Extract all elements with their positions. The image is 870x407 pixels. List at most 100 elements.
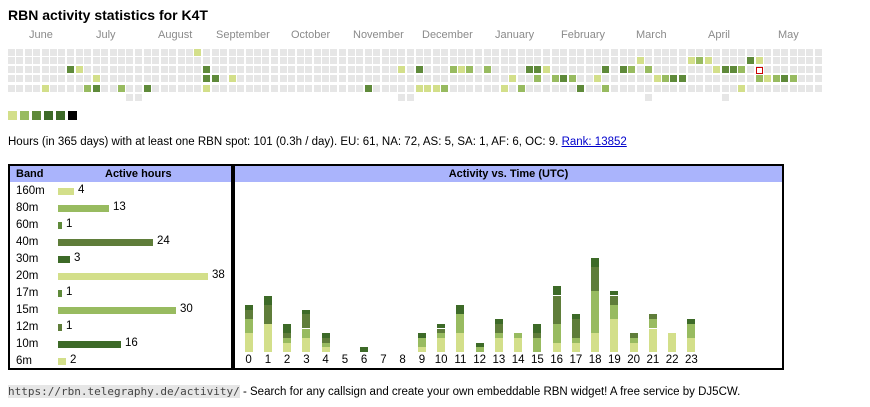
calendar-day-cell: [432, 75, 440, 82]
activity-time-chart: Activity vs. Time (UTC) 0 1 2 3 4 5 6 7 8 9 10 11 12…: [233, 164, 784, 370]
calendar-day-cell: [305, 85, 313, 92]
calendar-day-cell: [416, 75, 423, 82]
calendar-day-cell: [688, 66, 695, 73]
calendar-day-cell: [76, 75, 83, 82]
hour-bar-segment: [552, 295, 561, 324]
calendar-day-cell: [424, 66, 432, 73]
calendar-day-cell: [500, 66, 508, 73]
calendar-day-cell: [381, 85, 389, 92]
calendar-day-cell: [678, 85, 686, 92]
calendar-day-cell: [381, 57, 389, 64]
month-label: August: [158, 29, 193, 41]
hour-bar-segment: [552, 323, 561, 343]
calendar-day-cell: [338, 57, 346, 64]
calendar-day-cell: [8, 66, 15, 73]
calendar-day-cell: [126, 85, 134, 92]
calendar-day-cell: [688, 85, 695, 92]
hour-bar-segment: [610, 319, 619, 352]
calendar-day-cell: [594, 66, 601, 73]
calendar-day-cell: [76, 66, 83, 73]
calendar-day-cell: [526, 66, 533, 73]
calendar-day-cell: [194, 57, 202, 64]
calendar-day-cell: [280, 75, 287, 82]
calendar-day-cell: [24, 57, 32, 64]
calendar-day-cell: [92, 85, 100, 92]
calendar-day-cell: [441, 85, 449, 92]
calendar-day-cell: [92, 66, 100, 73]
hour-bar-segment: [283, 342, 292, 352]
calendar-day-cell: [670, 75, 678, 82]
calendar-day-cell: [373, 75, 381, 82]
calendar-day-cell: [84, 75, 92, 82]
hour-bar-segment: [494, 333, 503, 338]
calendar-day-cell: [560, 49, 568, 56]
calendar-day-cell: [441, 75, 449, 82]
band-row: 160m 4: [10, 183, 231, 200]
calendar-day-cell: [58, 75, 66, 82]
calendar-day-cell: [254, 57, 261, 64]
calendar-day-cell: [636, 85, 644, 92]
hour-tick-label: 5: [341, 354, 349, 366]
calendar-day-cell: [364, 75, 372, 82]
month-label: March: [636, 29, 667, 41]
calendar-day-cell: [356, 49, 364, 56]
calendar-day-cell: [313, 66, 321, 73]
calendar-day-cell: [585, 85, 593, 92]
calendar-day-cell: [542, 85, 550, 92]
hour-tick-label: 11: [454, 354, 467, 366]
month-label: September: [216, 29, 270, 41]
rank-link[interactable]: Rank: 13852: [561, 136, 627, 148]
calendar-day-cell: [24, 85, 32, 92]
month-label: February: [561, 29, 606, 41]
calendar-day-cell: [721, 85, 729, 92]
calendar-day-cell: [806, 49, 814, 56]
hour-bar-segment: [456, 304, 465, 315]
calendar-day-cell: [594, 49, 601, 56]
footer-url[interactable]: https://rbn.telegraphy.de/activity/: [8, 385, 240, 398]
calendar-day-cell: [764, 57, 772, 64]
calendar-day-cell: [348, 49, 355, 56]
calendar-day-cell: [202, 66, 210, 73]
calendar-day-cell: [228, 49, 236, 56]
band-name: 80m: [16, 202, 39, 214]
calendar-day-cell: [662, 57, 669, 64]
calendar-day-cell: [713, 66, 721, 73]
calendar-day-cell: [186, 66, 193, 73]
month-label: April: [708, 29, 731, 41]
calendar-day-cell: [670, 49, 678, 56]
hour-bar-segment: [417, 337, 426, 348]
band-row: 12m 1: [10, 319, 231, 336]
calendar-day-cell: [313, 49, 321, 56]
hour-bar-segment: [417, 333, 426, 338]
calendar-day-cell: [662, 75, 669, 82]
hour-tick-label: 23: [684, 354, 698, 366]
calendar-day-cell: [509, 49, 517, 56]
calendar-day-cell: [305, 57, 313, 64]
calendar-day-cell: [585, 75, 593, 82]
calendar-day-cell: [169, 85, 177, 92]
hour-bar-segment: [533, 333, 542, 338]
calendar-day-cell: [118, 85, 125, 92]
calendar-day-cell: [330, 57, 338, 64]
calendar-day-cell: [704, 75, 712, 82]
calendar-day-cell: [33, 85, 41, 92]
hour-tick-label: 13: [492, 354, 506, 366]
calendar-day-cell: [296, 75, 304, 82]
calendar-day-cell: [406, 49, 414, 56]
calendar-day-cell: [458, 85, 465, 92]
calendar-day-cell: [254, 85, 261, 92]
calendar-day-cell: [194, 49, 202, 56]
calendar-day-cell: [160, 57, 168, 64]
hour-bar-segment: [302, 337, 311, 352]
calendar-day-cell: [92, 49, 100, 56]
legend-swatch: [8, 111, 17, 120]
calendar-day-cell: [373, 66, 381, 73]
calendar-day-cell: [764, 85, 772, 92]
calendar-day-cell: [101, 49, 109, 56]
calendar-day-cell: [721, 49, 729, 56]
calendar-day-cell: [126, 94, 134, 101]
hour-bar-segment: [437, 333, 446, 338]
hour-bar-segment: [648, 319, 657, 329]
calendar-day-cell: [484, 66, 491, 73]
band-hours-bar: [58, 222, 62, 229]
